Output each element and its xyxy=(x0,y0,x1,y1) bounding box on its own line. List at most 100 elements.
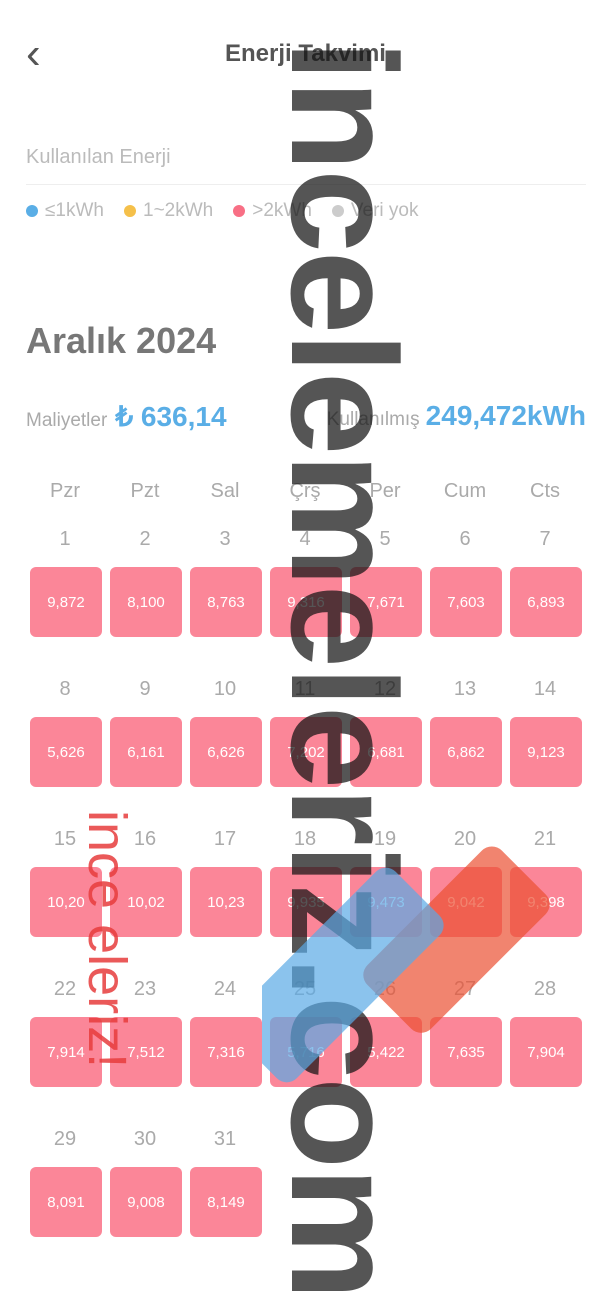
calendar-week: 22 7,914 23 7,512 24 7,316 25 5,716 26 5,422 27 7,6… xyxy=(25,978,585,1128)
legend-label: 1~2kWh xyxy=(143,200,214,221)
day-number: 8 xyxy=(59,678,71,700)
calendar-day: 21 9,398 xyxy=(505,828,585,978)
calendar-day: 19 9,473 xyxy=(345,828,425,978)
day-usage-cell[interactable]: 7,904 xyxy=(510,1017,582,1087)
calendar-grid: 1 9,872 2 8,100 3 8,763 4 9,316 5 7,671 6 7,603 7 6,8… xyxy=(25,528,585,1278)
usage-stat: Kullanılmış 249,472kWh xyxy=(327,400,586,432)
day-usage-cell[interactable]: 9,935 xyxy=(270,867,342,937)
day-usage-cell[interactable]: 6,893 xyxy=(510,567,582,637)
day-number: 27 xyxy=(453,978,477,1000)
calendar-day: 4 9,316 xyxy=(265,528,345,678)
weekday-label: Cts xyxy=(530,480,560,502)
day-usage-cell[interactable]: 9,872 xyxy=(30,567,102,637)
day-usage-cell[interactable]: 7,635 xyxy=(430,1017,502,1087)
day-number: 10 xyxy=(213,678,237,700)
calendar-day: 15 10,20 xyxy=(25,828,105,978)
day-usage-cell[interactable]: 5,422 xyxy=(350,1017,422,1087)
weekday-label: Çrş xyxy=(289,480,321,502)
day-usage-cell[interactable]: 8,763 xyxy=(190,567,262,637)
day-number: 13 xyxy=(453,678,477,700)
day-number: 5 xyxy=(379,528,391,550)
day-usage-cell[interactable]: 8,100 xyxy=(110,567,182,637)
calendar-day: 13 6,862 xyxy=(425,678,505,828)
day-usage-cell[interactable]: 7,202 xyxy=(270,717,342,787)
weekday-label: Pzt xyxy=(130,480,160,502)
calendar-day: 2 8,100 xyxy=(105,528,185,678)
day-usage-cell[interactable]: 8,091 xyxy=(30,1167,102,1237)
calendar-day: 20 9,042 xyxy=(425,828,505,978)
section-label: Kullanılan Enerji xyxy=(26,146,171,168)
day-number: 22 xyxy=(53,978,77,1000)
legend-item-low: ≤1kWh xyxy=(26,200,104,222)
calendar-day: 5 7,671 xyxy=(345,528,425,678)
calendar-day: 23 7,512 xyxy=(105,978,185,1128)
day-number: 16 xyxy=(133,828,157,850)
weekday-label: Per xyxy=(369,480,401,502)
calendar-day: 11 7,202 xyxy=(265,678,345,828)
yellow-dot-icon xyxy=(124,205,136,217)
calendar-week: 29 8,091 30 9,008 31 8,149 xyxy=(25,1128,585,1278)
day-number: 21 xyxy=(533,828,557,850)
day-usage-cell[interactable]: 7,603 xyxy=(430,567,502,637)
calendar-day: 9 6,161 xyxy=(105,678,185,828)
day-usage-cell[interactable]: 6,626 xyxy=(190,717,262,787)
day-usage-cell[interactable]: 5,716 xyxy=(270,1017,342,1087)
day-usage-cell[interactable]: 7,512 xyxy=(110,1017,182,1087)
calendar-day: 14 9,123 xyxy=(505,678,585,828)
calendar-day: 18 9,935 xyxy=(265,828,345,978)
day-usage-cell[interactable]: 6,161 xyxy=(110,717,182,787)
day-usage-cell[interactable]: 9,473 xyxy=(350,867,422,937)
day-number: 17 xyxy=(213,828,237,850)
day-usage-cell[interactable]: 5,626 xyxy=(30,717,102,787)
month-title[interactable]: Aralık 2024 xyxy=(26,320,217,361)
day-usage-cell[interactable]: 6,862 xyxy=(430,717,502,787)
day-usage-cell[interactable]: 10,20 xyxy=(30,867,102,937)
day-number: 30 xyxy=(133,1128,157,1150)
day-number: 14 xyxy=(533,678,557,700)
day-usage-cell[interactable]: 9,398 xyxy=(510,867,582,937)
back-chevron-icon[interactable]: ‹ xyxy=(26,29,41,78)
calendar-day: 27 7,635 xyxy=(425,978,505,1128)
day-number: 9 xyxy=(139,678,151,700)
calendar-week: 1 9,872 2 8,100 3 8,763 4 9,316 5 7,671 6 7,603 7 6,8… xyxy=(25,528,585,678)
usage-label: Kullanılmış xyxy=(326,409,420,430)
day-usage-cell[interactable]: 10,23 xyxy=(190,867,262,937)
day-number: 12 xyxy=(373,678,397,700)
day-usage-cell[interactable]: 6,681 xyxy=(350,717,422,787)
calendar-day: 26 5,422 xyxy=(345,978,425,1128)
day-usage-cell[interactable]: 10,02 xyxy=(110,867,182,937)
calendar-day xyxy=(505,1128,585,1278)
legend-label: >2kWh xyxy=(252,200,312,221)
day-usage-cell[interactable]: 9,316 xyxy=(270,567,342,637)
calendar-day: 31 8,149 xyxy=(185,1128,265,1278)
header: ‹ Enerji Takvimi xyxy=(0,0,611,110)
calendar-week: 8 5,626 9 6,161 10 6,626 11 7,202 12 6,681 13 6,862… xyxy=(25,678,585,828)
day-usage-cell[interactable]: 7,316 xyxy=(190,1017,262,1087)
calendar-day: 10 6,626 xyxy=(185,678,265,828)
day-usage-cell[interactable]: 9,008 xyxy=(110,1167,182,1237)
day-usage-cell[interactable]: 9,042 xyxy=(430,867,502,937)
weekday-label: Cum xyxy=(443,480,487,502)
legend-label: ≤1kWh xyxy=(45,200,104,221)
day-number: 26 xyxy=(373,978,397,1000)
day-number: 1 xyxy=(59,528,71,550)
calendar-day: 28 7,904 xyxy=(505,978,585,1128)
day-number: 6 xyxy=(459,528,471,550)
blue-dot-icon xyxy=(26,205,38,217)
day-number: 23 xyxy=(133,978,157,1000)
weekday-header: Pzr Pzt Sal Çrş Per Cum Cts xyxy=(25,480,585,503)
weekday-label: Pzr xyxy=(50,480,80,502)
calendar-week: 15 10,20 16 10,02 17 10,23 18 9,935 19 9,473 20 9,0… xyxy=(25,828,585,978)
day-usage-cell[interactable]: 7,914 xyxy=(30,1017,102,1087)
day-usage-cell[interactable]: 8,149 xyxy=(190,1167,262,1237)
day-usage-cell[interactable]: 7,671 xyxy=(350,567,422,637)
page-title: Enerji Takvimi xyxy=(225,40,386,67)
legend: ≤1kWh 1~2kWh >2kWh Veri yok xyxy=(26,200,419,222)
calendar-day xyxy=(265,1128,345,1278)
calendar-day: 25 5,716 xyxy=(265,978,345,1128)
day-usage-cell[interactable]: 9,123 xyxy=(510,717,582,787)
day-number: 28 xyxy=(533,978,557,1000)
calendar-day: 6 7,603 xyxy=(425,528,505,678)
calendar-day: 29 8,091 xyxy=(25,1128,105,1278)
day-number: 18 xyxy=(293,828,317,850)
